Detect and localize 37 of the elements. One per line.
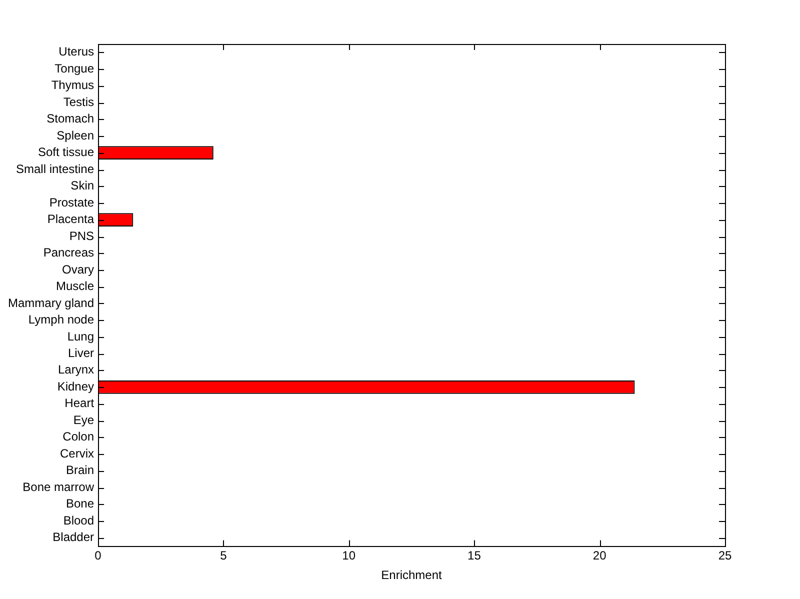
- y-tick-label: Bladder: [52, 530, 94, 544]
- y-tick-label: Prostate: [49, 195, 94, 210]
- y-tick-label: Heart: [64, 396, 95, 410]
- y-tick-label: Muscle: [56, 279, 94, 294]
- y-tick-label: Bone marrow: [22, 480, 94, 494]
- y-tick-label: Larynx: [58, 362, 94, 377]
- y-tick-label: Lung: [67, 329, 94, 344]
- y-tick-label: Uterus: [58, 44, 94, 59]
- y-tick-label: Blood: [63, 513, 94, 528]
- y-tick-label: Thymus: [51, 78, 94, 92]
- y-tick-label: Spleen: [56, 128, 94, 142]
- y-tick-label: Small intestine: [16, 162, 94, 176]
- y-tick-label: Brain: [66, 463, 94, 478]
- y-tick-label: Liver: [68, 346, 94, 360]
- y-tick-label: Placenta: [47, 212, 94, 226]
- y-tick-label: Soft tissue: [38, 145, 94, 160]
- y-tick-label: Eye: [73, 412, 94, 427]
- x-tick-label: 10: [342, 548, 356, 563]
- x-tick-label: 5: [220, 548, 228, 563]
- y-tick-label: Pancreas: [43, 246, 94, 260]
- y-tick-label: Stomach: [46, 112, 94, 126]
- x-tick-label: 20: [592, 548, 607, 563]
- y-tick-label: Colon: [62, 430, 94, 444]
- x-axis-title: Enrichment: [381, 568, 443, 582]
- y-tick-label: Cervix: [60, 446, 94, 460]
- x-tick-label: 15: [468, 548, 482, 563]
- y-tick-label: Ovary: [62, 262, 94, 276]
- y-tick-label: Skin: [70, 178, 94, 193]
- y-tick-label: Tongue: [54, 61, 94, 76]
- x-tick-label: 25: [718, 548, 732, 563]
- y-tick-label: Bone: [66, 496, 94, 511]
- y-tick-label: Testis: [63, 94, 94, 109]
- x-tick-label: 0: [94, 548, 102, 563]
- y-tick-label: Mammary gland: [8, 296, 94, 310]
- y-tick-label: Lymph node: [28, 312, 94, 327]
- y-tick-label: PNS: [69, 228, 94, 243]
- y-tick-label: Kidney: [57, 379, 94, 394]
